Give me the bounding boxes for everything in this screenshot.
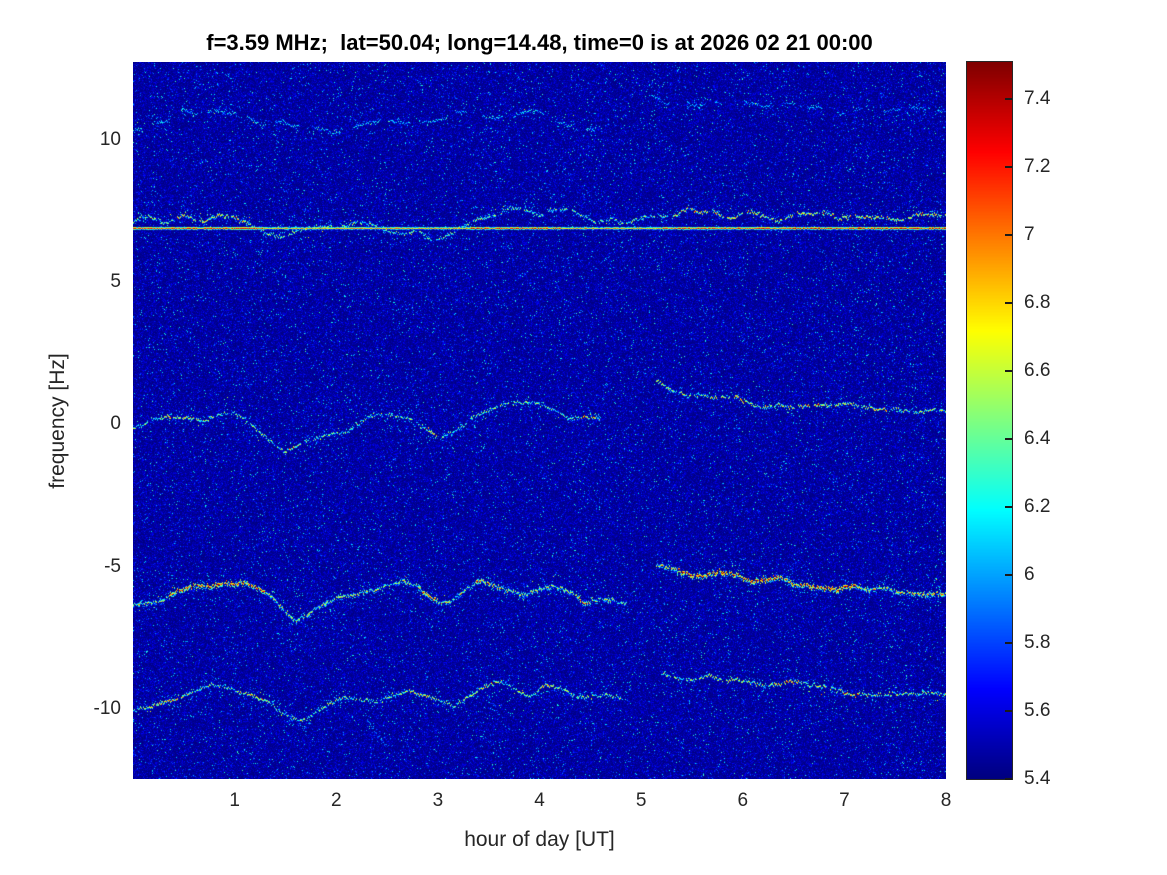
colorbar-tick-label: 7.4 bbox=[1024, 88, 1051, 110]
y-tick-label: 5 bbox=[110, 271, 121, 293]
colorbar-tick-mark bbox=[1005, 438, 1012, 441]
colorbar-tick-mark bbox=[1005, 302, 1012, 305]
colorbar-tick-mark bbox=[1005, 98, 1012, 101]
colorbar-tick-label: 6.2 bbox=[1024, 496, 1051, 518]
x-tick-label: 8 bbox=[940, 790, 952, 811]
colorbar-tick-mark bbox=[1005, 370, 1012, 373]
colorbar-tick-label: 5.4 bbox=[1024, 768, 1051, 789]
colorbar-tick-label: 5.6 bbox=[1024, 700, 1051, 722]
x-tick-label: 3 bbox=[432, 790, 444, 811]
colorbar-tick-mark bbox=[1005, 778, 1012, 780]
chart-title: f=3.59 MHz; lat=50.04; long=14.48, time=… bbox=[206, 30, 873, 55]
x-tick-label: 2 bbox=[330, 790, 342, 811]
spectrogram-heatmap bbox=[133, 62, 946, 779]
y-tick-label: 10 bbox=[99, 128, 121, 150]
colorbar-tick-mark bbox=[1005, 642, 1012, 645]
colorbar-tick-label: 5.8 bbox=[1024, 632, 1051, 654]
colorbar bbox=[966, 61, 1013, 780]
x-tick-label: 6 bbox=[737, 790, 749, 811]
y-tick-label: 0 bbox=[110, 413, 121, 435]
colorbar-tick-label: 6 bbox=[1024, 564, 1035, 586]
y-tick-label: -5 bbox=[104, 555, 121, 577]
x-tick-label: 7 bbox=[839, 790, 850, 811]
x-tick-label: 1 bbox=[229, 790, 240, 811]
colorbar-tick-mark bbox=[1005, 506, 1012, 509]
x-tick-label: 5 bbox=[635, 790, 647, 811]
colorbar-tick-label: 7.2 bbox=[1024, 156, 1051, 178]
colorbar-tick-label: 6.4 bbox=[1024, 428, 1051, 450]
x-tick-label: 4 bbox=[534, 790, 545, 811]
colorbar-tick-mark bbox=[1005, 166, 1012, 169]
colorbar-tick-label: 7 bbox=[1024, 224, 1035, 246]
colorbar-tick-mark bbox=[1005, 574, 1012, 577]
y-tick-label: -10 bbox=[93, 697, 121, 719]
x-axis-label: hour of day [UT] bbox=[464, 828, 615, 851]
colorbar-tick-mark bbox=[1005, 234, 1012, 237]
colorbar-tick-mark bbox=[1005, 710, 1012, 713]
colorbar-tick-label: 6.8 bbox=[1024, 292, 1051, 314]
colorbar-tick-label: 6.6 bbox=[1024, 360, 1051, 382]
